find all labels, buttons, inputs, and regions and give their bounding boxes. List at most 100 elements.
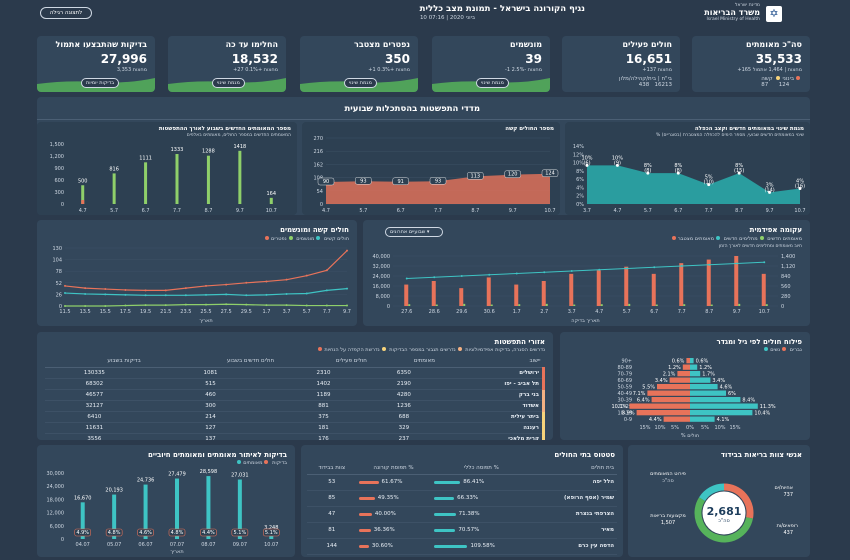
bar-new-cases bbox=[624, 266, 629, 306]
table-header[interactable]: בית חולים bbox=[532, 463, 617, 475]
data-label: 113 bbox=[471, 173, 481, 179]
data-label: 4% bbox=[796, 179, 804, 185]
data-point bbox=[646, 171, 650, 175]
kpi-card: נפטרים מצטבר 350 +1 מחצות +0.3% מגמת שינוי bbox=[300, 36, 418, 92]
table-header[interactable]: חולים חדשים בשבוע bbox=[143, 356, 278, 368]
deaths-point bbox=[184, 303, 187, 306]
y-tick: 24,000 bbox=[47, 484, 65, 490]
bar-recovered bbox=[545, 303, 548, 306]
x-tick: 10% bbox=[714, 425, 725, 431]
table-row[interactable]: רעננה 329 181 127 11631 bbox=[45, 422, 545, 434]
deaths-point bbox=[104, 305, 107, 307]
y-tick-left: 32,000 bbox=[373, 264, 391, 270]
cumulative-line bbox=[406, 261, 765, 279]
table-header[interactable]: יישוב bbox=[437, 356, 544, 368]
x-title: % חולים bbox=[681, 433, 699, 439]
donut-segment bbox=[699, 483, 725, 502]
bar-recovered bbox=[463, 303, 466, 306]
table-header[interactable]: חולים פעילים bbox=[277, 356, 370, 368]
table-row[interactable]: אשדוד 1236 881 300 32127 bbox=[45, 400, 545, 412]
women-label: 8.9% bbox=[622, 411, 635, 417]
trend-button[interactable]: מגמת שינוי bbox=[212, 78, 245, 88]
kpi-card: בדיקות שהתבצעו אתמול 27,996 3,353 מחצות בדי… bbox=[37, 36, 155, 92]
table-row[interactable]: תל אביב - יפו 2190 1402 515 68302 bbox=[45, 378, 545, 390]
ventilated-point bbox=[265, 293, 268, 296]
table-row[interactable]: בני ברק 4280 1189 460 46577 bbox=[45, 389, 545, 401]
emblem-icon: ✡ bbox=[766, 6, 782, 22]
x-tick: 15% bbox=[729, 425, 740, 431]
pct-label: 109.58% bbox=[470, 543, 495, 549]
x-tick: 25.5 bbox=[200, 309, 211, 315]
segment-label: אחיות/ים bbox=[775, 485, 794, 491]
bar-new-cases bbox=[651, 273, 656, 306]
serious-point bbox=[265, 280, 268, 283]
x-tick: 1.7 bbox=[513, 309, 521, 315]
pct-bar bbox=[433, 528, 456, 532]
paren-label: (10) bbox=[704, 180, 714, 186]
trend-button[interactable]: מגמת שינוי bbox=[344, 78, 377, 88]
x-tick: 10.7 bbox=[266, 208, 277, 214]
table-row[interactable]: קרית מלאכי 237 176 137 3556 bbox=[45, 433, 545, 440]
deaths-point bbox=[265, 304, 268, 307]
table-row[interactable]: הדסה עין כרם 109.58% 30.60% 144 bbox=[307, 538, 617, 555]
y-tick: 6% bbox=[576, 177, 584, 183]
x-tick: 27.5 bbox=[221, 309, 232, 315]
table-row[interactable]: ביתר עילית 688 375 214 6410 bbox=[45, 411, 545, 423]
data-label: 10% bbox=[581, 155, 592, 161]
data-label: 8% bbox=[735, 163, 743, 169]
cumulative-point bbox=[680, 265, 683, 267]
y-tick-left: 16,000 bbox=[373, 284, 391, 290]
table-header[interactable]: % תפוסת קורונה bbox=[356, 463, 431, 475]
toggle-view-button[interactable]: לתצוגה רגילה bbox=[40, 7, 92, 19]
serious-point bbox=[104, 288, 107, 291]
table-cell: 127 bbox=[143, 422, 278, 434]
pct-label: 71.38% bbox=[458, 511, 480, 517]
x-tick: 6.7 bbox=[142, 208, 150, 214]
y-tick: 0 bbox=[61, 202, 64, 208]
ventilated-point bbox=[245, 294, 248, 297]
x-title: תאריך bbox=[199, 318, 212, 324]
daily-tests-button[interactable]: בדיקות יומיות bbox=[81, 78, 120, 88]
pct-box bbox=[200, 528, 217, 537]
pct-box bbox=[168, 528, 186, 537]
bar-recovered bbox=[765, 304, 768, 306]
general-occupancy: 109.58% bbox=[430, 538, 533, 555]
trend-button[interactable]: מגמת שינוי bbox=[476, 78, 509, 88]
table-header[interactable]: % תפוסה כללי bbox=[430, 463, 533, 475]
table-header[interactable]: בדיקות בשבוע bbox=[45, 356, 144, 368]
donut-total: 2,681 bbox=[707, 505, 742, 518]
men-label: 6% bbox=[728, 391, 736, 397]
bar-men bbox=[690, 377, 711, 383]
bar-recovered bbox=[490, 304, 493, 306]
table-row[interactable]: הלל יפה 86.41% 61.67% 53 bbox=[307, 474, 617, 491]
x-tick: 9.7 bbox=[343, 309, 351, 315]
deaths-point bbox=[164, 304, 167, 307]
bar-tests bbox=[112, 494, 117, 539]
range-dropdown[interactable]: שבועיים אחרונים ▾ bbox=[385, 227, 443, 237]
x-tick: 6.7 bbox=[397, 208, 405, 214]
kpi-title: בדיקות שהתבצעו אתמול bbox=[55, 40, 147, 49]
pct-label: 86.41% bbox=[463, 479, 485, 485]
bar-recovered bbox=[628, 303, 631, 306]
x-tick: 21.5 bbox=[160, 309, 171, 315]
x-tick: 15% bbox=[639, 425, 650, 431]
data-label: 1111 bbox=[139, 155, 152, 161]
bar-new-cases bbox=[734, 256, 739, 306]
serious-point bbox=[285, 278, 288, 281]
men-label: 8.4% bbox=[742, 398, 755, 404]
table-row[interactable]: הצרפתי בנצרת 71.38% 40.00% 47 bbox=[307, 506, 617, 523]
bar-men bbox=[690, 364, 698, 370]
table-row[interactable]: מאיר 70.57% 36.36% 81 bbox=[307, 522, 617, 539]
bar-men bbox=[690, 384, 718, 390]
new-cases-chart: 0 300 600 900 1,200 1,500 500 4.7 816 5.7 1111 6.7 1… bbox=[50, 142, 277, 214]
table-row[interactable]: ירושלים 6350 2310 1081 130335 bbox=[45, 367, 545, 379]
data-label: 164 bbox=[267, 191, 277, 197]
table-header[interactable]: צוות בבידוד bbox=[307, 463, 357, 475]
x-title: תאריך bbox=[170, 549, 183, 555]
y-tick: 216 bbox=[313, 149, 323, 155]
epi-legend: מאומתים חדשים מחלימים חדשים מאומתים מצטב… bbox=[670, 236, 802, 242]
ventilated-point bbox=[144, 294, 147, 297]
table-row[interactable]: שמיר (אסף הרופא) 66.33% 49.35% 85 bbox=[307, 490, 617, 507]
x-tick: 10.7 bbox=[759, 309, 770, 315]
table-header[interactable]: מאומתים bbox=[369, 356, 438, 368]
